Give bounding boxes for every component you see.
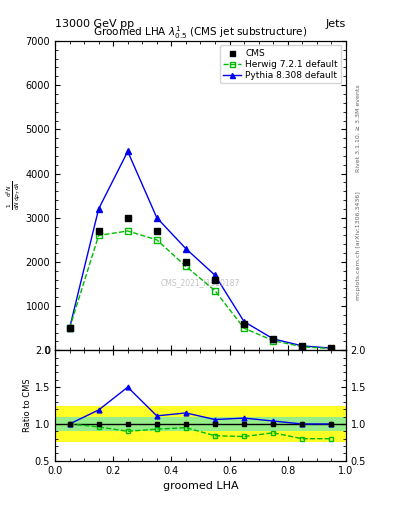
CMS	[125, 215, 130, 221]
CMS	[67, 325, 72, 331]
Text: Jets: Jets	[325, 18, 346, 29]
Herwig 7.2.1 default	[67, 325, 72, 331]
Title: Groomed LHA $\lambda^{1}_{0.5}$ (CMS jet substructure): Groomed LHA $\lambda^{1}_{0.5}$ (CMS jet…	[93, 24, 308, 41]
Pythia 8.308 default	[125, 148, 130, 155]
Herwig 7.2.1 default	[96, 232, 101, 239]
Y-axis label: $\frac{1}{\mathrm{d}N}\frac{\mathrm{d}^2N}{\mathrm{d}p_T\,\mathrm{d}\lambda}$: $\frac{1}{\mathrm{d}N}\frac{\mathrm{d}^2…	[5, 181, 23, 210]
Pythia 8.308 default	[329, 345, 334, 351]
Pythia 8.308 default	[271, 336, 275, 342]
Herwig 7.2.1 default	[242, 325, 246, 331]
Pythia 8.308 default	[184, 246, 188, 252]
CMS	[96, 228, 101, 234]
Herwig 7.2.1 default	[184, 263, 188, 269]
Text: mcplots.cern.ch [arXiv:1306.3436]: mcplots.cern.ch [arXiv:1306.3436]	[356, 191, 361, 300]
Line: CMS: CMS	[67, 215, 334, 351]
Herwig 7.2.1 default	[154, 237, 159, 243]
CMS	[154, 228, 159, 234]
X-axis label: groomed LHA: groomed LHA	[163, 481, 238, 491]
Pythia 8.308 default	[300, 343, 305, 349]
Herwig 7.2.1 default	[271, 337, 275, 344]
Text: Rivet 3.1.10, ≥ 3.3M events: Rivet 3.1.10, ≥ 3.3M events	[356, 84, 361, 172]
Line: Herwig 7.2.1 default: Herwig 7.2.1 default	[67, 228, 334, 351]
CMS	[184, 259, 188, 265]
CMS	[271, 336, 275, 343]
Pythia 8.308 default	[154, 215, 159, 221]
Text: CMS_2021_I1920187: CMS_2021_I1920187	[161, 278, 240, 287]
Herwig 7.2.1 default	[125, 228, 130, 234]
CMS	[213, 276, 217, 283]
Legend: CMS, Herwig 7.2.1 default, Pythia 8.308 default: CMS, Herwig 7.2.1 default, Pythia 8.308 …	[220, 46, 342, 83]
Text: 13000 GeV pp: 13000 GeV pp	[55, 18, 134, 29]
CMS	[329, 345, 334, 351]
Pythia 8.308 default	[213, 272, 217, 278]
Pythia 8.308 default	[67, 325, 72, 331]
Herwig 7.2.1 default	[329, 346, 334, 352]
Herwig 7.2.1 default	[300, 344, 305, 350]
CMS	[242, 321, 246, 327]
CMS	[300, 343, 305, 349]
Line: Pythia 8.308 default: Pythia 8.308 default	[67, 148, 334, 351]
Herwig 7.2.1 default	[213, 288, 217, 294]
Pythia 8.308 default	[242, 318, 246, 325]
Y-axis label: Ratio to CMS: Ratio to CMS	[23, 379, 32, 432]
Pythia 8.308 default	[96, 206, 101, 212]
